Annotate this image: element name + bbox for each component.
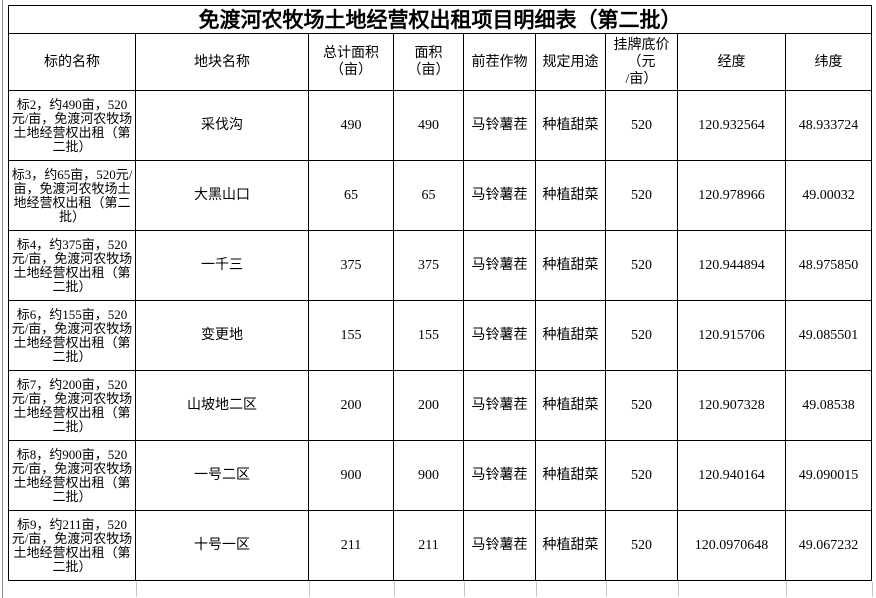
left-gridline: [2, 0, 3, 598]
cell-listing-price: 520: [605, 370, 678, 441]
cell-latitude: 49.08538: [784, 370, 873, 441]
cell-latitude: 49.090015: [784, 440, 873, 511]
cell-designated-use: 种植甜菜: [535, 90, 606, 161]
cell-plot-name: 采伐沟: [135, 90, 309, 161]
land-lease-table: 免渡河农牧场土地经营权出租项目明细表（第二批） 标的名称 地块名称 总计面积 （…: [7, 5, 873, 581]
cell-target-name: 标8，约900亩，520元/亩，免渡河农牧场土地经营权出租（第二批）: [8, 440, 136, 511]
cell-area: 900: [393, 440, 464, 511]
cell-target-name: 标3，约65亩，520元/亩，免渡河农牧场土地经营权出租（第二批）: [8, 160, 136, 231]
table-row: 标4，约375亩，520元/亩，免渡河农牧场土地经营权出租（第二批） 一千三 3…: [8, 230, 873, 301]
cell-longitude: 120.978966: [677, 160, 786, 231]
cell-plot-name: 大黑山口: [135, 160, 309, 231]
col-header-longitude: 经度: [677, 33, 786, 91]
gridline-stub: [872, 582, 873, 597]
gridline-stub: [394, 582, 395, 597]
cell-longitude: 120.940164: [677, 440, 786, 511]
header-row: 标的名称 地块名称 总计面积 （亩） 面积 （亩） 前茬作物 规定用途 挂牌底价…: [8, 33, 873, 91]
col-header-designated-use: 规定用途: [535, 33, 606, 91]
cell-latitude: 49.067232: [784, 510, 873, 581]
cell-listing-price: 520: [605, 160, 678, 231]
cell-latitude: 49.00032: [784, 160, 873, 231]
cell-designated-use: 种植甜菜: [535, 510, 606, 581]
cell-plot-name: 一千三: [135, 230, 309, 301]
table-row: 标6，约155亩，520元/亩，免渡河农牧场土地经营权出租（第二批） 变更地 1…: [8, 300, 873, 371]
cell-previous-crop: 马铃薯茬: [463, 230, 536, 301]
table-title: 免渡河农牧场土地经营权出租项目明细表（第二批）: [7, 5, 873, 34]
cell-previous-crop: 马铃薯茬: [463, 160, 536, 231]
cell-previous-crop: 马铃薯茬: [463, 300, 536, 371]
cell-latitude: 48.933724: [784, 90, 873, 161]
table-row: 标9，约211亩，520元/亩，免渡河农牧场土地经营权出租（第二批） 十号一区 …: [8, 510, 873, 581]
cell-area: 490: [393, 90, 464, 161]
gridline-stub: [786, 582, 787, 597]
cell-target-name: 标7，约200亩，520元/亩，免渡河农牧场土地经营权出租（第二批）: [8, 370, 136, 441]
title-row: 免渡河农牧场土地经营权出租项目明细表（第二批）: [7, 5, 873, 34]
cell-total-area: 211: [308, 510, 394, 581]
gridline-stub: [309, 582, 310, 597]
cell-designated-use: 种植甜菜: [535, 370, 606, 441]
cell-plot-name: 变更地: [135, 300, 309, 371]
col-header-area: 面积 （亩）: [393, 33, 464, 91]
gridline-stub: [678, 582, 679, 597]
cell-longitude: 120.907328: [677, 370, 786, 441]
cell-latitude: 48.975850: [784, 230, 873, 301]
cell-total-area: 900: [308, 440, 394, 511]
cell-plot-name: 一号二区: [135, 440, 309, 511]
cell-listing-price: 520: [605, 440, 678, 511]
cell-longitude: 120.932564: [677, 90, 786, 161]
col-header-total-area: 总计面积 （亩）: [308, 33, 394, 91]
cell-designated-use: 种植甜菜: [535, 440, 606, 511]
table-row: 标2，约490亩，520元/亩，免渡河农牧场土地经营权出租（第二批） 采伐沟 4…: [8, 90, 873, 161]
col-header-listing-price: 挂牌底价 （元 /亩）: [605, 33, 678, 91]
cell-plot-name: 十号一区: [135, 510, 309, 581]
col-header-latitude: 纬度: [784, 33, 873, 91]
gridline-stub: [136, 582, 137, 597]
cell-previous-crop: 马铃薯茬: [463, 440, 536, 511]
gridline-stub: [606, 582, 607, 597]
cell-area: 155: [393, 300, 464, 371]
cell-longitude: 120.944894: [677, 230, 786, 301]
gridline-stub: [464, 582, 465, 597]
cell-longitude: 120.0970648: [677, 510, 786, 581]
cell-target-name: 标2，约490亩，520元/亩，免渡河农牧场土地经营权出租（第二批）: [8, 90, 136, 161]
cell-listing-price: 520: [605, 230, 678, 301]
cell-target-name: 标4，约375亩，520元/亩，免渡河农牧场土地经营权出租（第二批）: [8, 230, 136, 301]
cell-total-area: 155: [308, 300, 394, 371]
cell-previous-crop: 马铃薯茬: [463, 370, 536, 441]
cell-listing-price: 520: [605, 510, 678, 581]
cell-total-area: 490: [308, 90, 394, 161]
cell-total-area: 375: [308, 230, 394, 301]
table-row: 标3，约65亩，520元/亩，免渡河农牧场土地经营权出租（第二批） 大黑山口 6…: [8, 160, 873, 231]
cell-listing-price: 520: [605, 90, 678, 161]
table-body: 标2，约490亩，520元/亩，免渡河农牧场土地经营权出租（第二批） 采伐沟 4…: [8, 90, 873, 581]
cell-longitude: 120.915706: [677, 300, 786, 371]
cell-total-area: 65: [308, 160, 394, 231]
gridline-stub: [536, 582, 537, 597]
cell-target-name: 标9，约211亩，520元/亩，免渡河农牧场土地经营权出租（第二批）: [8, 510, 136, 581]
cell-area: 200: [393, 370, 464, 441]
cell-area: 65: [393, 160, 464, 231]
col-header-previous-crop: 前茬作物: [463, 33, 536, 91]
col-header-plot-name: 地块名称: [135, 33, 309, 91]
cell-previous-crop: 马铃薯茬: [463, 510, 536, 581]
table-row: 标8，约900亩，520元/亩，免渡河农牧场土地经营权出租（第二批） 一号二区 …: [8, 440, 873, 511]
col-header-target-name: 标的名称: [8, 33, 136, 91]
cell-previous-crop: 马铃薯茬: [463, 90, 536, 161]
cell-total-area: 200: [308, 370, 394, 441]
cell-designated-use: 种植甜菜: [535, 230, 606, 301]
cell-target-name: 标6，约155亩，520元/亩，免渡河农牧场土地经营权出租（第二批）: [8, 300, 136, 371]
cell-designated-use: 种植甜菜: [535, 300, 606, 371]
cell-area: 211: [393, 510, 464, 581]
cell-listing-price: 520: [605, 300, 678, 371]
cell-latitude: 49.085501: [784, 300, 873, 371]
table-row: 标7，约200亩，520元/亩，免渡河农牧场土地经营权出租（第二批） 山坡地二区…: [8, 370, 873, 441]
cell-plot-name: 山坡地二区: [135, 370, 309, 441]
cell-designated-use: 种植甜菜: [535, 160, 606, 231]
cell-area: 375: [393, 230, 464, 301]
